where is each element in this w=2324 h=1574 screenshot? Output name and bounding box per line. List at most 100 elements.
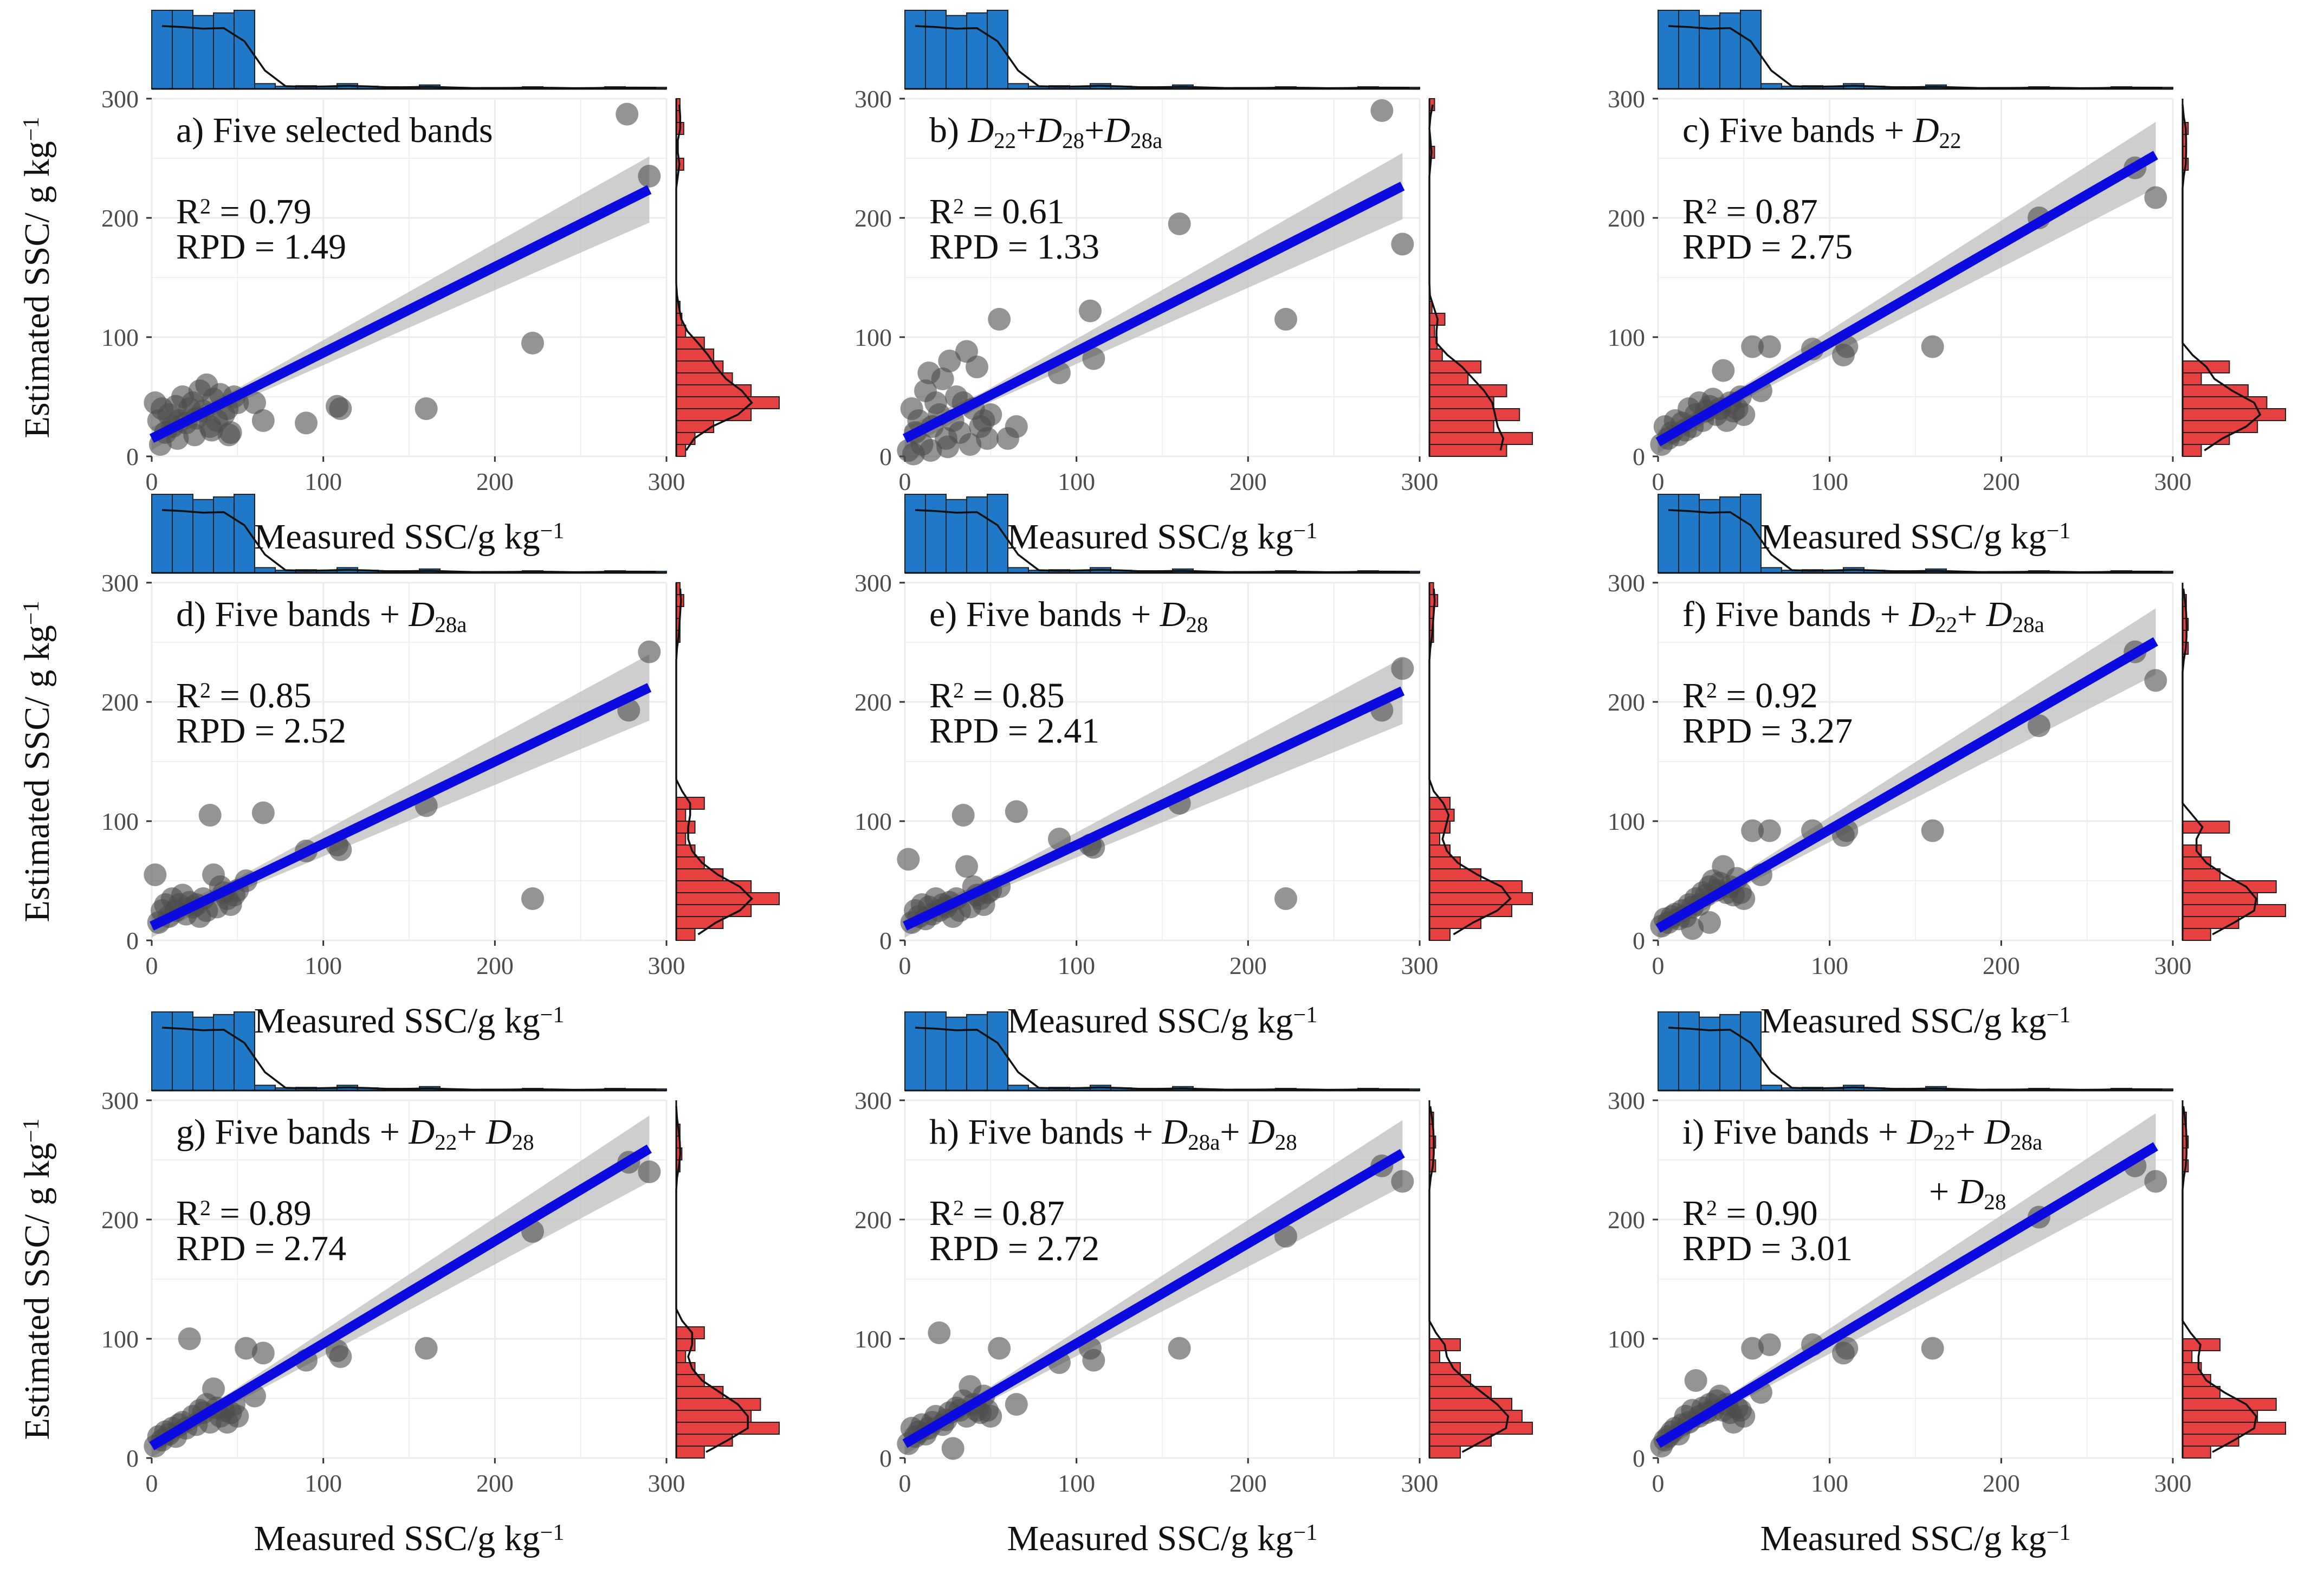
top-histogram (904, 10, 1420, 90)
top-hist-bar (946, 499, 967, 574)
x-tick-label: 200 (1983, 468, 2020, 495)
rpd-annotation: RPD = 2.72 (929, 1229, 1099, 1268)
top-histogram (151, 1011, 667, 1092)
panel-d: 00 100 100 200 200 300 300 d) Five bands + D28a… (17, 494, 780, 1041)
right-hist-bar (2182, 821, 2230, 834)
data-point (329, 1345, 352, 1368)
y-tick-label: 0 (1633, 1444, 1645, 1472)
right-hist-bar (676, 408, 752, 421)
panel-title-run: i) Five bands + (1682, 1112, 1907, 1152)
right-hist-bar (1429, 880, 1523, 893)
top-hist-bar (1678, 10, 1700, 89)
right-hist-bar (676, 1398, 761, 1411)
right-histogram (675, 1100, 780, 1459)
top-hist-bar (192, 499, 214, 574)
right-histogram (1428, 98, 1533, 457)
x-axis-label-superscript: −1 (2047, 1520, 2071, 1545)
data-point (2144, 669, 2167, 692)
x-axis-label-superscript: −1 (2047, 1003, 2071, 1028)
r2-superscript: 2 (953, 678, 964, 702)
x-axis-label: Measured SSC/g kg−1 (254, 1001, 565, 1041)
right-hist-bar (1429, 420, 1494, 433)
data-point (931, 367, 954, 390)
x-axis-label: Measured SSC/g kg−1 (1007, 1001, 1318, 1041)
right-hist-bar (676, 1410, 752, 1423)
r2-label: R (176, 676, 200, 715)
y-axis-label-text: Estimated SSC/ g kg (17, 141, 57, 438)
top-hist-bar (234, 1011, 255, 1091)
data-point (988, 308, 1011, 331)
x-axis-label: Measured SSC/g kg−1 (1007, 1519, 1318, 1558)
right-hist-bar (676, 1434, 733, 1447)
rpd-value: RPD = 1.33 (929, 227, 1099, 267)
panel-title-run: c) Five bands + (1682, 111, 1913, 150)
top-hist-bar (946, 1016, 967, 1091)
y-tick-label: 0 (126, 443, 139, 470)
data-point (1741, 819, 1764, 842)
r2-superscript: 2 (1706, 678, 1717, 702)
x-tick-label: 200 (1229, 1469, 1267, 1497)
regression-line (150, 683, 652, 931)
y-tick-label: 300 (101, 569, 139, 597)
x-tick-label: 200 (1229, 952, 1267, 979)
r2-annotation: R2 = 0.92 (1682, 676, 1818, 715)
data-point (1758, 819, 1781, 842)
r2-superscript: 2 (200, 1196, 211, 1220)
x-tick-label: 100 (305, 1469, 342, 1497)
right-hist-bar (676, 1386, 724, 1399)
panel-title: c) Five bands + D22 (1682, 111, 1961, 153)
x-axis-label-superscript: −1 (540, 1520, 565, 1545)
right-hist-bar (1429, 1422, 1533, 1435)
right-hist-bar (2182, 928, 2211, 941)
data-point (1274, 308, 1297, 331)
r2-value: = 0.87 (964, 1194, 1065, 1233)
right-hist-bar (2182, 1398, 2277, 1411)
top-hist-bar (904, 494, 926, 573)
data-point (200, 418, 223, 442)
panel-a: 00 100 100 200 200 300 300 a) Five selected ban… (17, 10, 780, 557)
data-point (988, 1337, 1011, 1360)
y-tick-label: 300 (854, 1087, 892, 1114)
panel-title-run: h) Five bands + (929, 1112, 1162, 1152)
data-point (1274, 887, 1297, 910)
data-point (902, 442, 925, 466)
x-axis-label-text: Measured SSC/g kg (1760, 517, 2047, 557)
data-point (1698, 911, 1721, 934)
top-hist-bar (966, 12, 988, 90)
y-tick-label: 300 (854, 85, 892, 113)
top-hist-bar (213, 12, 235, 90)
y-tick-label: 200 (1608, 204, 1645, 232)
r2-superscript: 2 (953, 194, 964, 218)
regression-line (1655, 637, 2158, 933)
x-axis-label: Measured SSC/g kg−1 (1007, 517, 1318, 557)
data-point (1079, 299, 1102, 322)
y-axis-label: Estimated SSC/ g kg−1 (17, 601, 57, 923)
regression-line (149, 185, 652, 443)
top-hist-bar (1740, 1011, 1762, 1091)
y-tick-label: 300 (1608, 569, 1645, 597)
data-point (1048, 828, 1071, 850)
x-tick-label: 300 (2154, 468, 2192, 495)
x-tick-label: 200 (476, 952, 514, 979)
x-tick-label: 300 (1401, 468, 1439, 495)
data-point (979, 1405, 1002, 1428)
panel-title-run: D (1909, 595, 1935, 634)
data-point (1274, 1224, 1297, 1248)
y-tick-label: 0 (126, 1444, 139, 1472)
panel-title-run: 22 (1933, 1130, 1956, 1154)
y-axis-label-text: Estimated SSC/ g kg (17, 1143, 57, 1440)
y-tick-label: 200 (1608, 688, 1645, 716)
top-hist-bar (904, 1011, 926, 1091)
data-point (251, 801, 275, 824)
right-histogram (2181, 1100, 2286, 1459)
x-axis-label-superscript: −1 (1293, 1520, 1318, 1545)
data-point (415, 397, 438, 420)
panel-title-run: + (1957, 595, 1986, 634)
right-hist-bar (1429, 396, 1494, 409)
regression-line (149, 1144, 652, 1450)
data-point (1168, 212, 1191, 235)
x-tick-label: 100 (305, 952, 342, 979)
data-point (329, 838, 352, 861)
data-point (2144, 186, 2167, 209)
